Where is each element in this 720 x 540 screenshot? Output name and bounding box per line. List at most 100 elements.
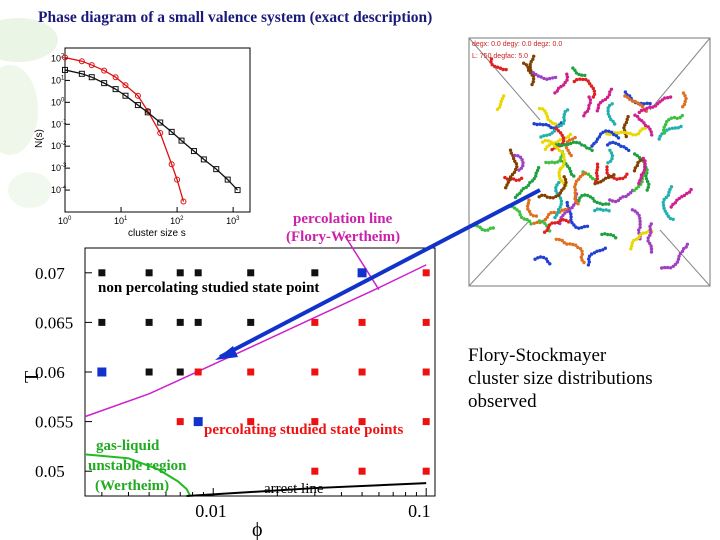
- annotation-unstable-region: unstable region: [88, 458, 187, 474]
- phase-y-tick-label: 0.05: [35, 462, 65, 481]
- phase-ylabel: T: [21, 371, 43, 383]
- inset-y-tick-label: 101: [51, 75, 65, 85]
- inset-point: [224, 176, 231, 183]
- inset-point: [178, 137, 185, 144]
- inset-point: [122, 82, 129, 89]
- inset-point: [168, 128, 175, 135]
- inset-point: [78, 70, 85, 77]
- phase-y-tick-label: 0.06: [35, 363, 65, 382]
- inset-plot-frame: [64, 47, 251, 213]
- inset-point: [78, 58, 85, 65]
- state-point-marker: [98, 318, 106, 326]
- state-point-marker: [194, 368, 202, 376]
- state-point-marker: [145, 368, 153, 376]
- phase-xlabel: ϕ: [252, 519, 263, 540]
- inset-point: [234, 187, 241, 194]
- inset-series-line: [64, 69, 239, 191]
- caption-line-3: observed: [468, 391, 537, 412]
- inset-point: [180, 198, 187, 205]
- state-point-marker: [247, 269, 255, 277]
- phase-line: [84, 264, 427, 418]
- inset-point: [88, 62, 95, 69]
- state-point-marker: [311, 318, 319, 326]
- state-point-marker: [176, 418, 184, 426]
- inset-ylabel: N(s): [34, 129, 45, 148]
- annotation-wertheim: (Wertheim): [95, 478, 169, 494]
- slide-title: Phase diagram of a small valence system …: [38, 9, 433, 26]
- state-point-marker: [358, 318, 366, 326]
- inset-x-tick-label: 102: [170, 216, 184, 226]
- state-point-marker: [145, 269, 153, 277]
- state-point-marker: [247, 318, 255, 326]
- caption-line-2: cluster size distributions: [468, 368, 653, 389]
- state-point-marker: [422, 318, 430, 326]
- inset-point: [101, 80, 108, 87]
- inset-point: [122, 92, 129, 99]
- flory-stockmayer-caption: Flory-Stockmayer cluster size distributi…: [468, 344, 708, 413]
- phase-y-tick-label: 0.065: [35, 313, 73, 332]
- inset-point: [213, 166, 220, 173]
- inset-point: [200, 156, 207, 163]
- inset-x-tick-label: 103: [226, 216, 240, 226]
- annotation-flory-wertheim: (Flory-Wertheim): [286, 229, 400, 245]
- inset-point: [134, 102, 141, 109]
- inset-x-tick-label: 101: [114, 216, 128, 226]
- state-point-marker: [311, 467, 319, 475]
- state-point-marker: [358, 467, 366, 475]
- annotation-arrest-line: arrest line: [264, 481, 324, 497]
- inset-y-tick-label: 10-4: [51, 185, 67, 195]
- annotation-percolating: percolating studied state points: [204, 422, 403, 438]
- annotation-gas-liquid: gas-liquid: [96, 438, 160, 454]
- phase-x-tick-label: 0.1: [408, 501, 431, 521]
- percolation-label-pointer: [344, 235, 380, 291]
- inset-point: [88, 74, 95, 81]
- snapshot-label-1: degx: 0.0 degy: 0.0 degz: 0.0: [472, 41, 562, 48]
- state-point-marker: [422, 467, 430, 475]
- inset-xlabel: cluster size s: [128, 228, 186, 239]
- annotation-non-percolating: non percolating studied state point: [98, 280, 319, 296]
- state-point-marker: [97, 367, 107, 377]
- state-point-marker: [98, 269, 106, 277]
- state-point-marker: [193, 417, 203, 427]
- state-point-marker: [358, 368, 366, 376]
- inset-point: [62, 54, 68, 61]
- state-point-marker: [194, 318, 202, 326]
- state-point-marker: [176, 269, 184, 277]
- inset-point: [134, 92, 141, 99]
- inset-y-tick-label: 10-3: [51, 163, 67, 173]
- state-point-marker: [422, 269, 430, 277]
- state-point-marker: [145, 318, 153, 326]
- state-point-marker: [422, 418, 430, 426]
- inset-point: [101, 67, 108, 74]
- caption-line-1: Flory-Stockmayer: [468, 345, 607, 366]
- snapshot-arrow-head: [215, 346, 238, 360]
- state-point-marker: [358, 418, 366, 426]
- inset-point: [157, 119, 164, 126]
- state-point-marker: [311, 269, 319, 277]
- state-point-marker: [311, 418, 319, 426]
- inset-y-tick-label: 10-1: [51, 119, 67, 129]
- phase-y-tick-label: 0.07: [35, 264, 65, 283]
- state-point-marker: [422, 368, 430, 376]
- phase-y-tick-label: 0.055: [35, 413, 73, 432]
- inset-point: [144, 109, 151, 116]
- inset-point: [168, 161, 175, 168]
- state-point-marker: [194, 269, 202, 277]
- phase-line: [84, 453, 192, 497]
- state-point-marker: [247, 418, 255, 426]
- inset-y-tick-label: 10-2: [51, 141, 67, 151]
- inset-point: [62, 66, 68, 73]
- phase-line: [186, 482, 427, 497]
- inset-point: [157, 129, 164, 136]
- inset-point: [112, 74, 119, 81]
- state-point-marker: [176, 318, 184, 326]
- phase-x-tick-label: 0.01: [195, 501, 227, 521]
- inset-point: [190, 148, 197, 155]
- inset-point: [112, 86, 119, 93]
- snapshot-arrow-line: [219, 188, 541, 359]
- state-point-marker: [311, 368, 319, 376]
- state-point-marker: [357, 268, 367, 278]
